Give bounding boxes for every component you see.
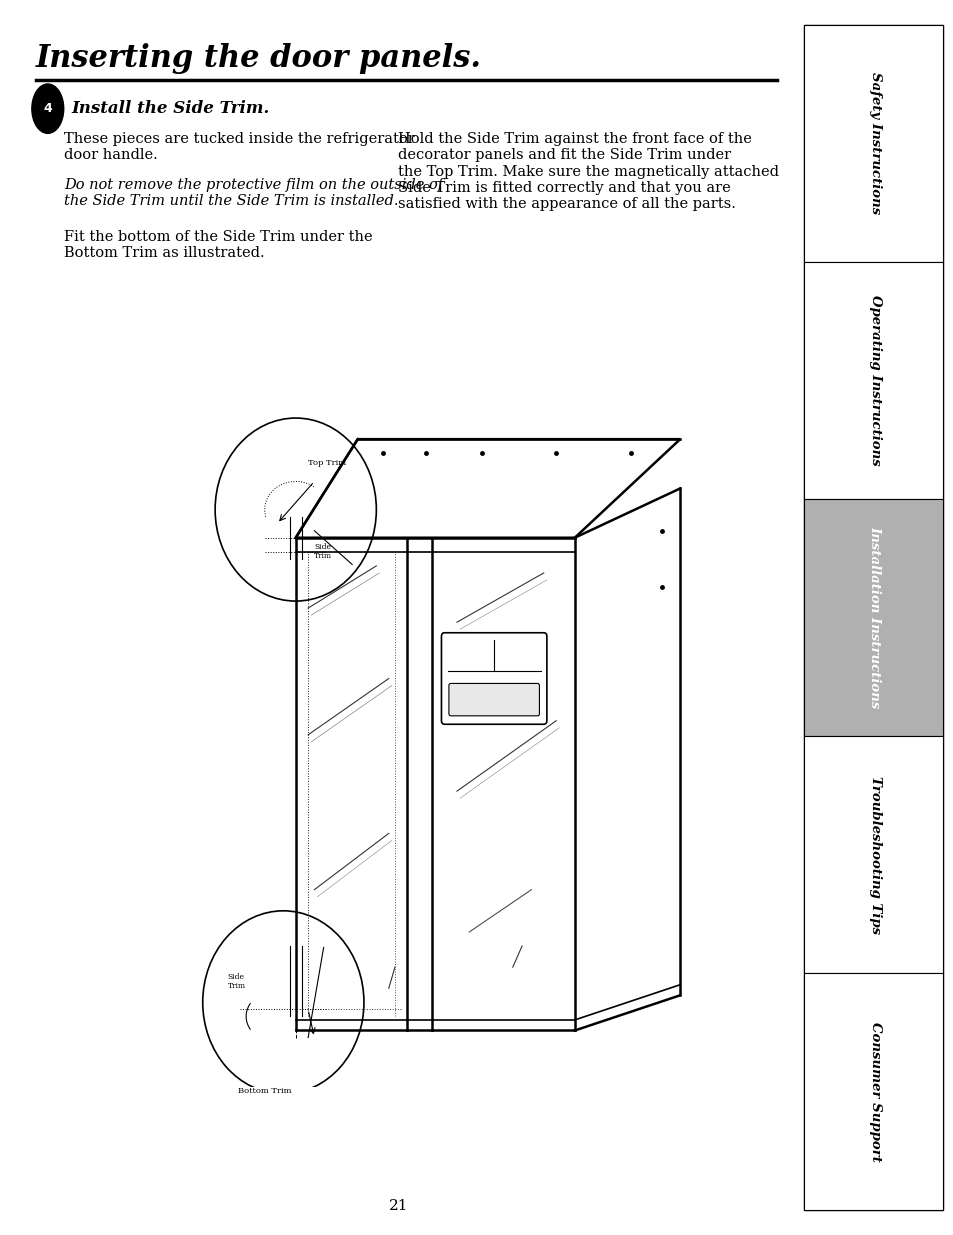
Text: Inserting the door panels.: Inserting the door panels. [36, 43, 481, 74]
Bar [803, 25, 942, 1210]
Bar [803, 973, 942, 1210]
Text: 4: 4 [44, 103, 52, 115]
Text: Side
Trim: Side Trim [314, 543, 332, 561]
Text: Side
Trim: Side Trim [227, 973, 245, 989]
Text: Troubleshooting Tips: Troubleshooting Tips [868, 776, 881, 934]
Text: Fit the bottom of the Side Trim under the
Bottom Trim as illustrated.: Fit the bottom of the Side Trim under th… [64, 230, 372, 259]
Text: 21: 21 [388, 1199, 408, 1213]
FancyBboxPatch shape [449, 683, 538, 716]
Text: Operating Instructions: Operating Instructions [868, 295, 881, 466]
Bar [803, 736, 942, 973]
Bar [803, 499, 942, 736]
Text: Safety Instructions: Safety Instructions [868, 72, 881, 215]
Text: Bottom Trim: Bottom Trim [237, 1087, 292, 1094]
Text: These pieces are tucked inside the refrigerator
door handle.: These pieces are tucked inside the refri… [64, 132, 414, 162]
Text: Top Trim: Top Trim [308, 459, 346, 467]
FancyBboxPatch shape [441, 632, 546, 724]
Text: Consumer Support: Consumer Support [868, 1021, 881, 1162]
Circle shape [31, 84, 64, 133]
Text: Installation Instructions: Installation Instructions [868, 526, 881, 709]
Bar [803, 25, 942, 262]
Text: Install the Side Trim.: Install the Side Trim. [71, 100, 270, 117]
Text: Do not remove the protective film on the outside of
the Side Trim until the Side: Do not remove the protective film on the… [64, 178, 442, 207]
Bar [803, 262, 942, 499]
Text: Hold the Side Trim against the front face of the
decorator panels and fit the Si: Hold the Side Trim against the front fac… [398, 132, 779, 211]
